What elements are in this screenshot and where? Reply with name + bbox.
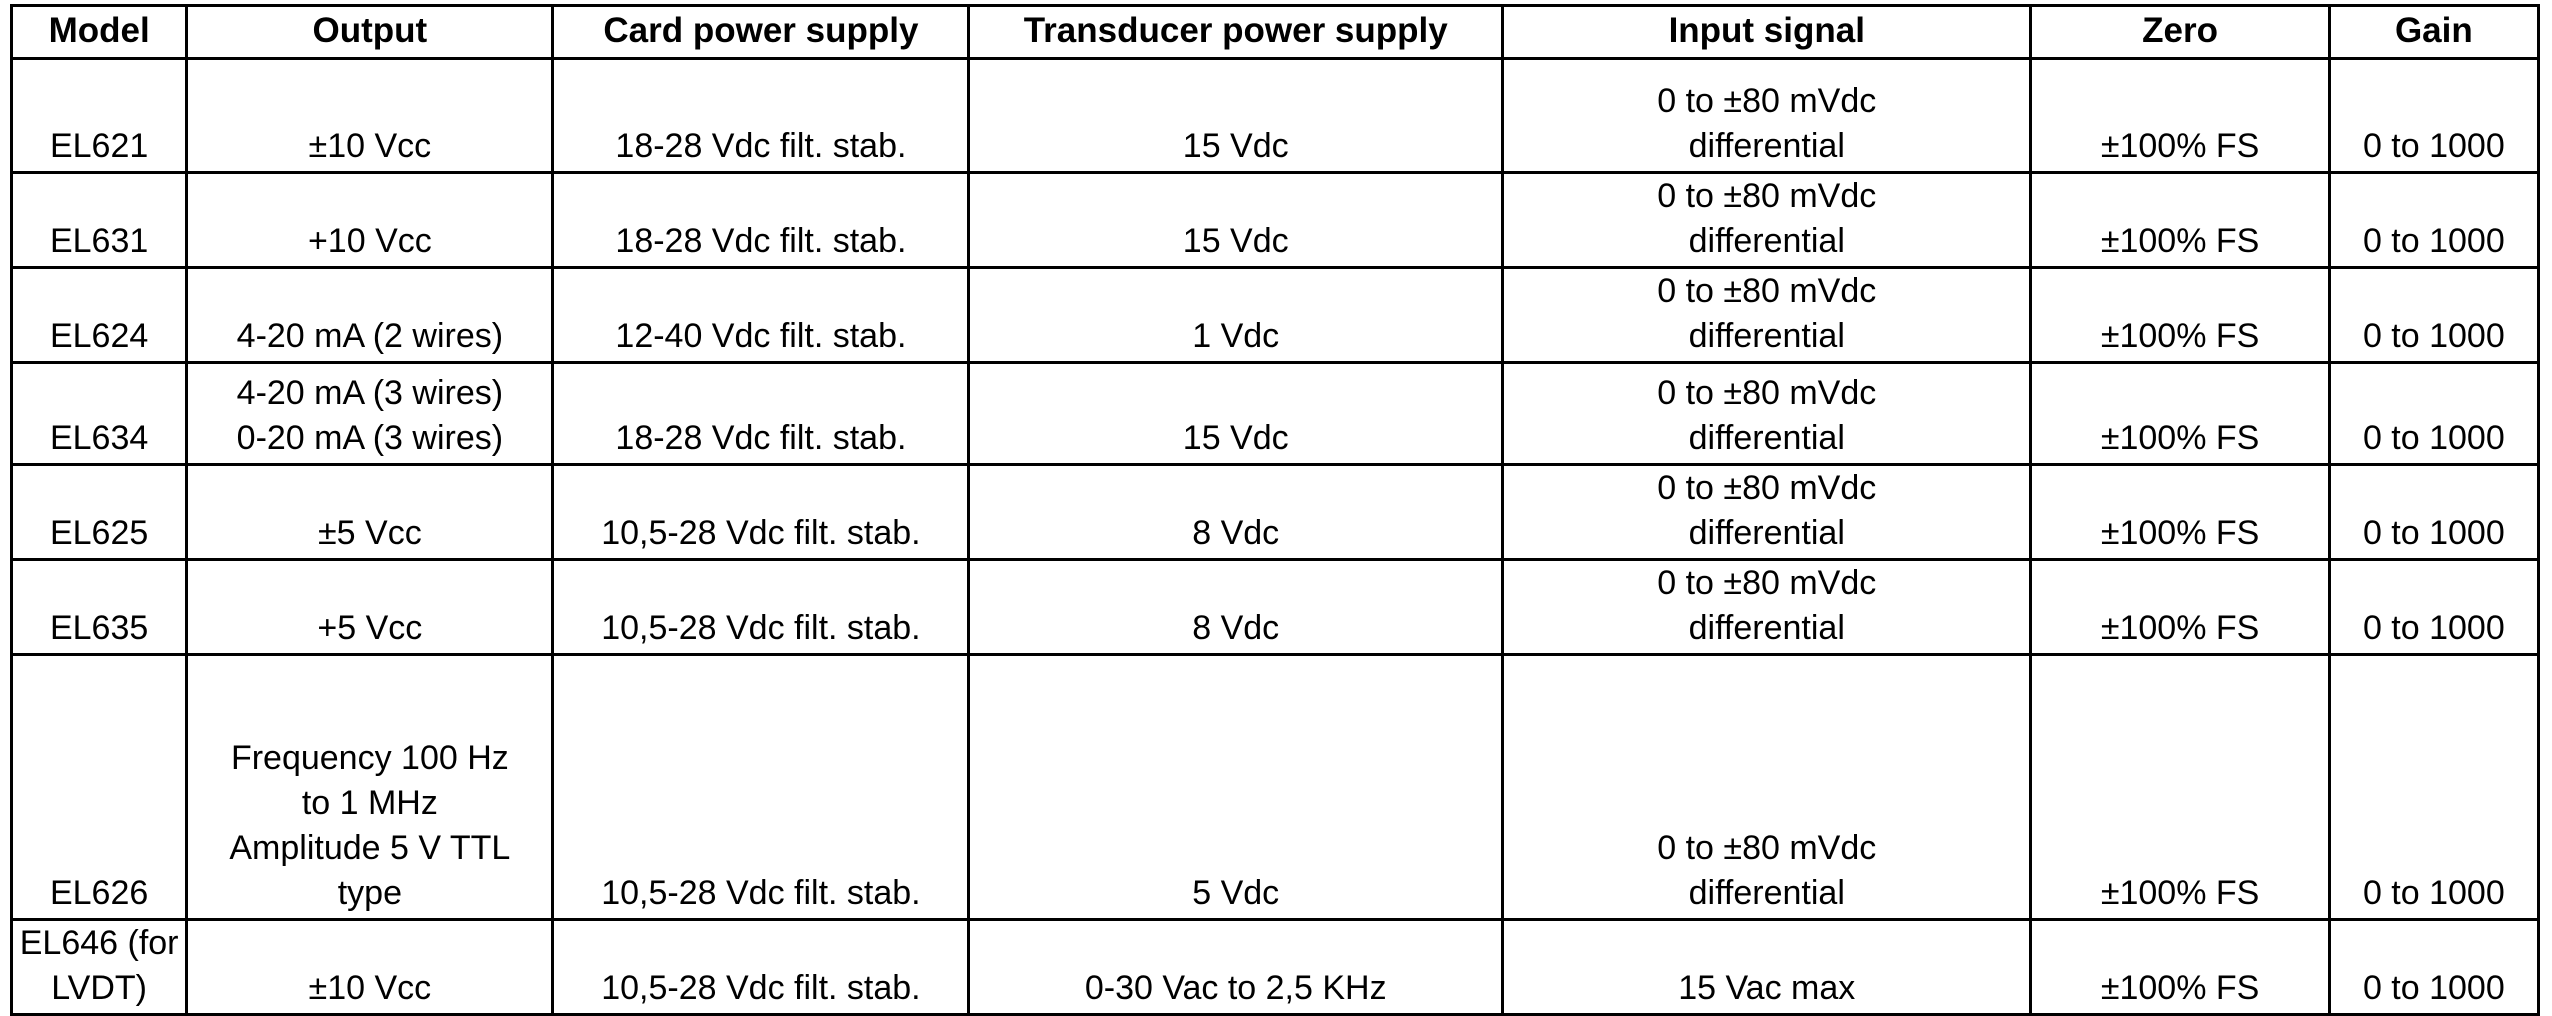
table-row: EL634 4-20 mA (3 wires) 0-20 mA (3 wires… [9, 361, 2541, 466]
cell-transducer-power-supply: 5 Vdc [967, 653, 1505, 921]
cell-card-power-supply: 18-28 Vdc filt. stab. [551, 171, 971, 269]
cell-card-power-supply: 10,5-28 Vdc filt. stab. [551, 918, 971, 1016]
cell-input-signal: 0 to ±80 mVdc differential [1501, 361, 2033, 466]
header-zero: Zero [2029, 4, 2331, 60]
cell-card-power-supply: 18-28 Vdc filt. stab. [551, 57, 971, 174]
cell-gain: 0 to 1000 [2327, 558, 2541, 656]
cell-output: Frequency 100 Hz to 1 MHz Amplitude 5 V … [185, 653, 555, 921]
header-model: Model [9, 4, 189, 60]
cell-model: EL634 [9, 361, 189, 466]
cell-output: ±5 Vcc [185, 463, 555, 561]
cell-gain: 0 to 1000 [2327, 361, 2541, 466]
cell-zero: ±100% FS [2029, 361, 2331, 466]
cell-gain: 0 to 1000 [2327, 653, 2541, 921]
cell-input-signal: 0 to ±80 mVdc differential [1501, 171, 2033, 269]
cell-model: EL621 [9, 57, 189, 174]
header-gain: Gain [2327, 4, 2541, 60]
cell-input-signal: 0 to ±80 mVdc differential [1501, 266, 2033, 364]
cell-card-power-supply: 10,5-28 Vdc filt. stab. [551, 463, 971, 561]
header-transducer-power-supply: Transducer power supply [967, 4, 1505, 60]
cell-zero: ±100% FS [2029, 558, 2331, 656]
cell-gain: 0 to 1000 [2327, 463, 2541, 561]
cell-gain: 0 to 1000 [2327, 171, 2541, 269]
cell-transducer-power-supply: 0-30 Vac to 2,5 KHz [967, 918, 1505, 1016]
cell-transducer-power-supply: 15 Vdc [967, 57, 1505, 174]
cell-model: EL625 [9, 463, 189, 561]
spec-table: Model Output Card power supply Transduce… [9, 4, 2541, 1016]
cell-transducer-power-supply: 15 Vdc [967, 361, 1505, 466]
cell-input-signal: 0 to ±80 mVdc differential [1501, 57, 2033, 174]
cell-output: 4-20 mA (2 wires) [185, 266, 555, 364]
cell-output: 4-20 mA (3 wires) 0-20 mA (3 wires) [185, 361, 555, 466]
cell-transducer-power-supply: 8 Vdc [967, 558, 1505, 656]
table-row: EL624 4-20 mA (2 wires) 12-40 Vdc filt. … [9, 266, 2541, 364]
cell-zero: ±100% FS [2029, 918, 2331, 1016]
table-row: EL621 ±10 Vcc 18-28 Vdc filt. stab. 15 V… [9, 57, 2541, 174]
cell-card-power-supply: 10,5-28 Vdc filt. stab. [551, 653, 971, 921]
cell-model: EL646 (for LVDT) [9, 918, 189, 1016]
cell-gain: 0 to 1000 [2327, 57, 2541, 174]
cell-card-power-supply: 10,5-28 Vdc filt. stab. [551, 558, 971, 656]
cell-output: +10 Vcc [185, 171, 555, 269]
cell-gain: 0 to 1000 [2327, 266, 2541, 364]
cell-zero: ±100% FS [2029, 653, 2331, 921]
cell-card-power-supply: 12-40 Vdc filt. stab. [551, 266, 971, 364]
table-row: EL625 ±5 Vcc 10,5-28 Vdc filt. stab. 8 V… [9, 463, 2541, 561]
cell-zero: ±100% FS [2029, 171, 2331, 269]
cell-input-signal: 0 to ±80 mVdc differential [1501, 463, 2033, 561]
cell-transducer-power-supply: 15 Vdc [967, 171, 1505, 269]
header-row: Model Output Card power supply Transduce… [9, 4, 2541, 60]
header-input-signal: Input signal [1501, 4, 2033, 60]
cell-model: EL635 [9, 558, 189, 656]
cell-model: EL631 [9, 171, 189, 269]
cell-input-signal: 0 to ±80 mVdc differential [1501, 653, 2033, 921]
header-card-power-supply: Card power supply [551, 4, 971, 60]
cell-output: ±10 Vcc [185, 57, 555, 174]
cell-model: EL626 [9, 653, 189, 921]
cell-card-power-supply: 18-28 Vdc filt. stab. [551, 361, 971, 466]
table-row: EL631 +10 Vcc 18-28 Vdc filt. stab. 15 V… [9, 171, 2541, 269]
cell-output: ±10 Vcc [185, 918, 555, 1016]
cell-zero: ±100% FS [2029, 463, 2331, 561]
cell-transducer-power-supply: 8 Vdc [967, 463, 1505, 561]
header-output: Output [185, 4, 555, 60]
cell-transducer-power-supply: 1 Vdc [967, 266, 1505, 364]
table-row: EL635 +5 Vcc 10,5-28 Vdc filt. stab. 8 V… [9, 558, 2541, 656]
cell-input-signal: 0 to ±80 mVdc differential [1501, 558, 2033, 656]
cell-output: +5 Vcc [185, 558, 555, 656]
table-row: EL646 (for LVDT) ±10 Vcc 10,5-28 Vdc fil… [9, 918, 2541, 1016]
cell-gain: 0 to 1000 [2327, 918, 2541, 1016]
cell-zero: ±100% FS [2029, 57, 2331, 174]
cell-zero: ±100% FS [2029, 266, 2331, 364]
table-row: EL626 Frequency 100 Hz to 1 MHz Amplitud… [9, 653, 2541, 921]
cell-input-signal: 15 Vac max [1501, 918, 2033, 1016]
cell-model: EL624 [9, 266, 189, 364]
